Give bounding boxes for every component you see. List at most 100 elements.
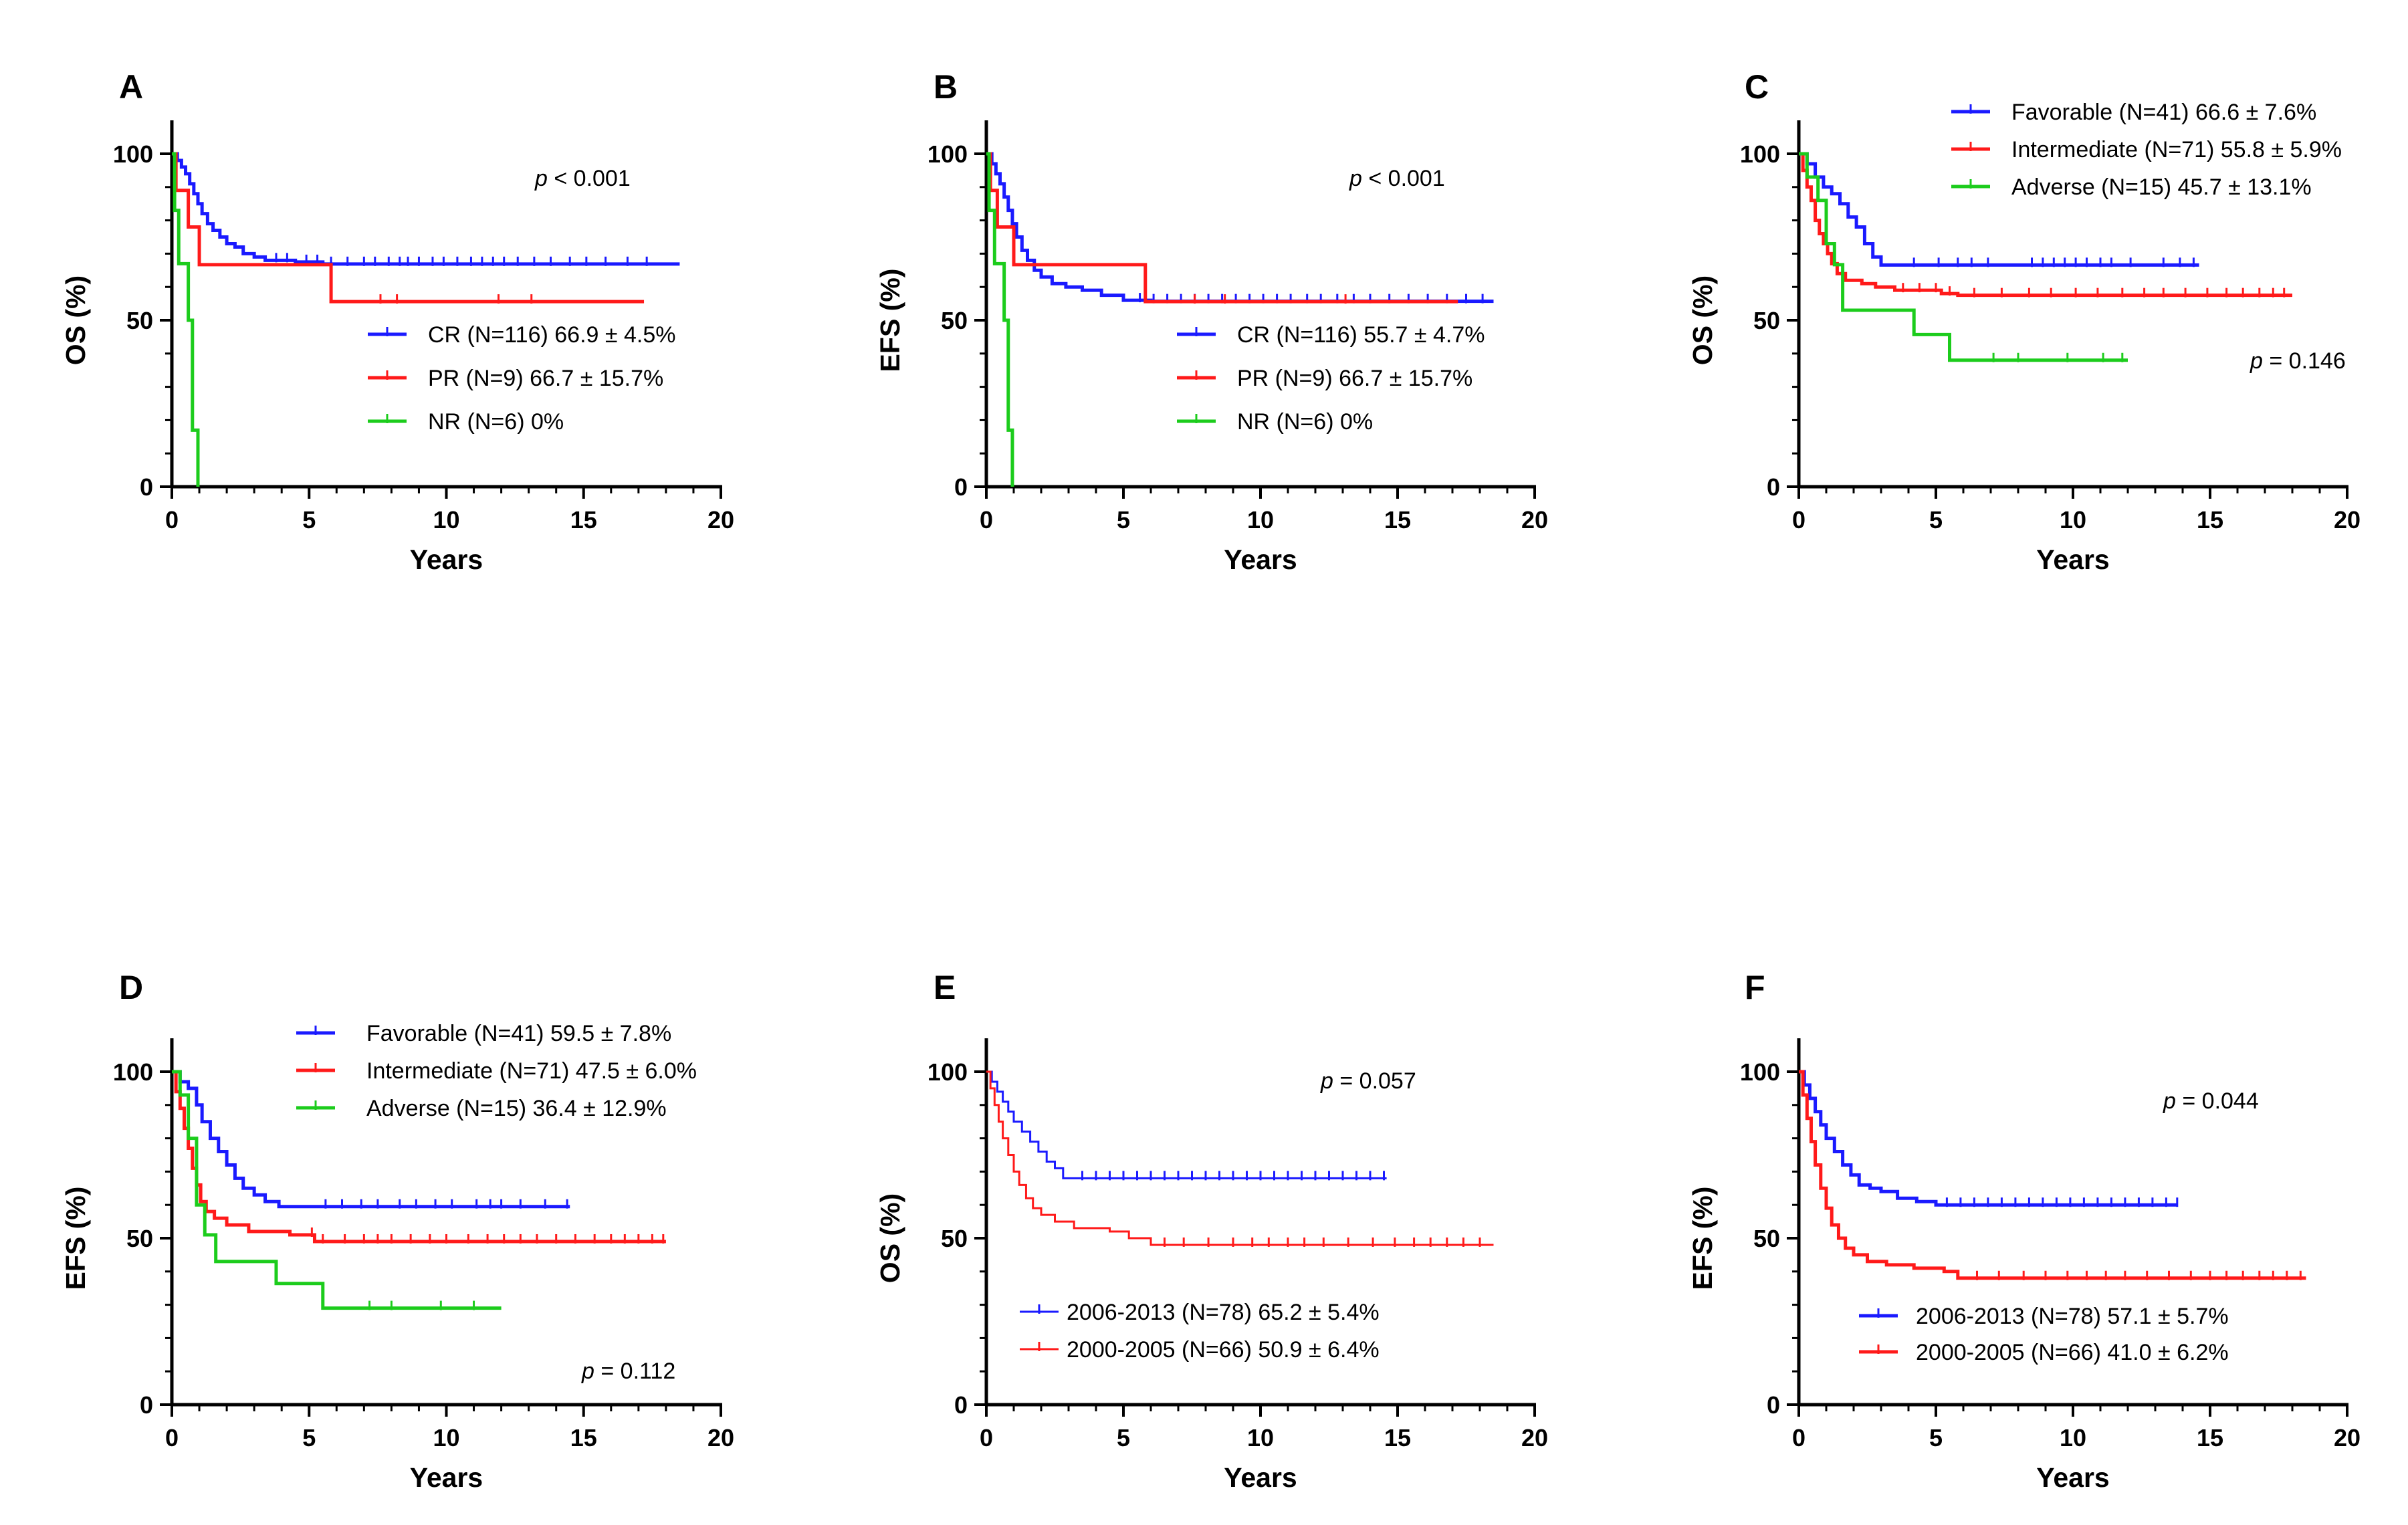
- survival-curve-adverse: [172, 1070, 502, 1310]
- y-axis-title: OS (%): [1687, 275, 1718, 365]
- legend-item-pr: PR (N=9) 66.7 ± 15.7%: [1177, 366, 1472, 391]
- panel-letter-c: C: [1745, 68, 1769, 106]
- x-tick-label: 10: [2060, 1424, 2086, 1451]
- y-tick-label: 50: [1753, 307, 1780, 334]
- y-tick-label: 100: [113, 140, 153, 168]
- y-tick-label: 50: [1753, 1225, 1780, 1252]
- legend-item-2006-2013: 2006-2013 (N=78) 65.2 ± 5.4%: [1020, 1300, 1380, 1325]
- x-tick-label: 0: [1792, 506, 1805, 534]
- y-tick-label: 100: [1740, 140, 1780, 168]
- x-tick-label: 15: [2197, 1424, 2223, 1451]
- y-tick-label: 50: [941, 307, 968, 334]
- x-tick-label: 20: [2334, 506, 2361, 534]
- x-tick-label: 5: [302, 506, 316, 534]
- x-tick-label: 10: [433, 506, 459, 534]
- y-tick-label: 50: [941, 1225, 968, 1252]
- y-axis-title: EFS (%): [875, 269, 905, 372]
- legend-item-2006-2013: 2006-2013 (N=78) 57.1 ± 5.7%: [1859, 1304, 2229, 1329]
- survival-curve-nr: [986, 152, 1014, 487]
- legend-item-nr: NR (N=6) 0%: [368, 409, 564, 435]
- legend-label: 2006-2013 (N=78) 57.1 ± 5.7%: [1916, 1304, 2229, 1329]
- panel-c: C 0 50 100 0 5 10 15 20 Years OS (%) p = 0.146 Favor…: [1687, 68, 2361, 575]
- x-axis-title: Years: [2036, 544, 2109, 575]
- legend-label: 2000-2005 (N=66) 41.0 ± 6.2%: [1916, 1340, 2229, 1365]
- legend-item-intermediate: Intermediate (N=71) 47.5 ± 6.0%: [296, 1058, 697, 1084]
- panel-letter-d: D: [119, 969, 143, 1006]
- legend-label: CR (N=116) 55.7 ± 4.7%: [1237, 322, 1485, 348]
- y-tick-label: 50: [126, 1225, 153, 1252]
- y-axis-title: EFS (%): [1687, 1187, 1718, 1290]
- p-value-number: = 0.112: [594, 1359, 675, 1384]
- legend-label: 2006-2013 (N=78) 65.2 ± 5.4%: [1067, 1300, 1380, 1325]
- p-value: p = 0.044: [2163, 1088, 2259, 1114]
- legend-label: Favorable (N=41) 59.5 ± 7.8%: [366, 1021, 671, 1046]
- legend-label: Intermediate (N=71) 47.5 ± 6.0%: [366, 1058, 697, 1084]
- y-axis-title: EFS (%): [60, 1187, 91, 1290]
- survival-curve-favorable: [1799, 152, 2199, 267]
- p-value-number: = 0.146: [2263, 348, 2346, 374]
- x-tick-label: 5: [1929, 1424, 1943, 1451]
- panel-f: F 0 50 100 0 5 10 15 20 Years EFS (%) p = 0.044 2006…: [1687, 969, 2361, 1493]
- x-tick-label: 15: [570, 1424, 597, 1451]
- x-tick-label: 0: [1792, 1424, 1805, 1451]
- legend-label: Adverse (N=15) 36.4 ± 12.9%: [366, 1096, 667, 1121]
- x-tick-label: 10: [1247, 506, 1274, 534]
- x-tick-label: 15: [1384, 1424, 1411, 1451]
- survival-curve-2000-2005: [986, 1070, 1494, 1246]
- y-tick-label: 0: [954, 473, 968, 501]
- p-value-symbol: p: [1320, 1068, 1333, 1094]
- x-tick-label: 20: [2334, 1424, 2361, 1451]
- legend-item-adverse: Adverse (N=15) 36.4 ± 12.9%: [296, 1096, 667, 1121]
- legend-item-adverse: Adverse (N=15) 45.7 ± 13.1%: [1951, 174, 2312, 200]
- legend-item-cr: CR (N=116) 55.7 ± 4.7%: [1177, 322, 1485, 348]
- legend-label: PR (N=9) 66.7 ± 15.7%: [1237, 366, 1472, 391]
- y-tick-label: 0: [140, 473, 153, 501]
- x-tick-label: 0: [980, 506, 993, 534]
- x-tick-label: 15: [570, 506, 597, 534]
- legend-item-nr: NR (N=6) 0%: [1177, 409, 1373, 435]
- x-tick-label: 5: [1117, 1424, 1130, 1451]
- x-axis-title: Years: [1224, 544, 1297, 575]
- x-tick-label: 0: [165, 1424, 179, 1451]
- panel-a: A 0 50 100 0 5 10 15 20 Years OS (%) p < 0.001 CR (N…: [60, 68, 734, 575]
- legend-label: 2000-2005 (N=66) 50.9 ± 6.4%: [1067, 1337, 1380, 1363]
- p-value-symbol: p: [534, 166, 548, 191]
- p-value-symbol: p: [2250, 348, 2263, 374]
- survival-curve-cr: [986, 152, 1494, 304]
- legend-item-favorable: Favorable (N=41) 66.6 ± 7.6%: [1951, 100, 2316, 125]
- survival-curve-2006-2013: [986, 1070, 1387, 1179]
- legend-label: Intermediate (N=71) 55.8 ± 5.9%: [2011, 137, 2342, 162]
- y-tick-label: 0: [1767, 1391, 1780, 1419]
- x-tick-label: 20: [707, 506, 734, 534]
- x-axis-title: Years: [1224, 1462, 1297, 1493]
- survival-curve-2000-2005: [1799, 1070, 2306, 1280]
- p-value: p = 0.057: [1320, 1068, 1416, 1094]
- panel-e: E 0 50 100 0 5 10 15 20 Years OS (%) p = 0.057 2006-…: [875, 969, 1548, 1493]
- p-value: p = 0.146: [2250, 348, 2346, 374]
- survival-curve-adverse: [1799, 152, 2128, 362]
- panel-letter-b: B: [934, 68, 958, 106]
- x-tick-label: 5: [1117, 506, 1130, 534]
- p-value-number: < 0.001: [548, 166, 631, 191]
- legend-label: Adverse (N=15) 45.7 ± 13.1%: [2011, 174, 2312, 200]
- x-axis-title: Years: [2036, 1462, 2109, 1493]
- p-value: p < 0.001: [534, 166, 631, 191]
- x-axis-title: Years: [410, 1462, 483, 1493]
- x-axis-title: Years: [410, 544, 483, 575]
- survival-curve-nr: [172, 152, 200, 487]
- x-tick-label: 20: [1521, 1424, 1548, 1451]
- panel-d: D 0 50 100 0 5 10 15 20 Years EFS (%) p = 0.112 Favo…: [60, 969, 734, 1493]
- x-tick-label: 0: [165, 506, 179, 534]
- legend-item-2000-2005: 2000-2005 (N=66) 41.0 ± 6.2%: [1859, 1340, 2229, 1365]
- p-value-number: = 0.044: [2176, 1088, 2259, 1114]
- survival-curve-intermediate: [1799, 152, 2292, 298]
- x-tick-label: 10: [1247, 1424, 1274, 1451]
- legend-item-favorable: Favorable (N=41) 59.5 ± 7.8%: [296, 1021, 671, 1046]
- panel-b: B 0 50 100 0 5 10 15 20 Years EFS (%) p < 0.001 CR (…: [875, 68, 1548, 575]
- x-tick-label: 10: [433, 1424, 459, 1451]
- legend-label: NR (N=6) 0%: [428, 409, 564, 435]
- y-tick-label: 50: [126, 307, 153, 334]
- panel-letter-e: E: [934, 969, 956, 1006]
- legend-label: Favorable (N=41) 66.6 ± 7.6%: [2011, 100, 2316, 125]
